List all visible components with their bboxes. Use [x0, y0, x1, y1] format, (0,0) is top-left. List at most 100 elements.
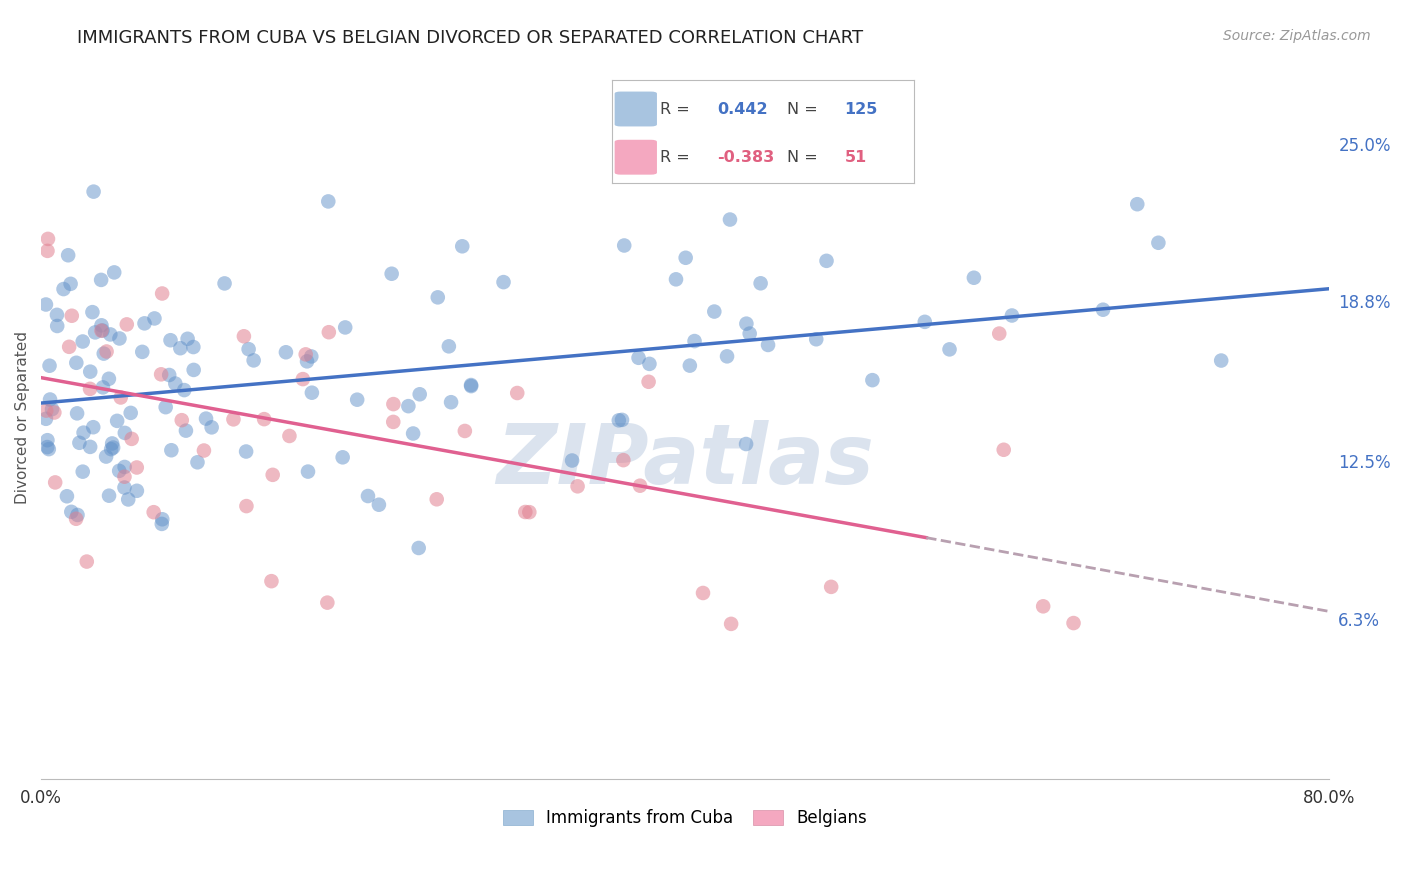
Text: N =: N = [787, 150, 823, 165]
Point [627, 351, 650, 365]
Point [294, 347, 316, 361]
Point [253, 412, 276, 426]
Point [506, 386, 529, 401]
Point [170, 413, 193, 427]
Point [169, 341, 191, 355]
Point [988, 326, 1011, 341]
Point [131, 344, 153, 359]
Point [1126, 197, 1149, 211]
Point [39, 392, 62, 407]
Point [332, 450, 354, 465]
Point [561, 453, 583, 467]
Point [613, 238, 636, 252]
Point [160, 443, 183, 458]
Point [155, 400, 177, 414]
Legend: Immigrants from Cuba, Belgians: Immigrants from Cuba, Belgians [495, 801, 876, 836]
Point [37, 244, 59, 258]
Point [735, 437, 758, 451]
Point [963, 270, 986, 285]
Y-axis label: Divorced or Separated: Divorced or Separated [15, 331, 30, 503]
Point [297, 465, 319, 479]
Point [637, 375, 659, 389]
Point [318, 325, 340, 339]
Point [35, 403, 58, 417]
Point [94, 450, 117, 464]
Point [37, 433, 59, 447]
Point [454, 424, 477, 438]
Point [567, 479, 589, 493]
Point [90, 324, 112, 338]
Point [65, 512, 87, 526]
Point [638, 357, 661, 371]
Point [610, 413, 633, 427]
Point [143, 311, 166, 326]
Point [860, 373, 883, 387]
Point [72, 465, 94, 479]
Text: R =: R = [659, 150, 695, 165]
Point [35, 297, 58, 311]
Point [440, 395, 463, 409]
Point [183, 363, 205, 377]
Point [174, 424, 197, 438]
Point [607, 413, 630, 427]
Point [316, 596, 339, 610]
Point [679, 359, 702, 373]
Point [83, 185, 105, 199]
Point [718, 212, 741, 227]
Point [66, 508, 89, 522]
Point [193, 443, 215, 458]
Point [1211, 353, 1233, 368]
Point [402, 426, 425, 441]
Point [110, 391, 132, 405]
Point [195, 411, 218, 425]
Point [335, 320, 357, 334]
Point [426, 290, 449, 304]
Point [914, 315, 936, 329]
Point [299, 350, 322, 364]
Point [382, 397, 405, 411]
Point [451, 239, 474, 253]
Point [460, 379, 482, 393]
Point [72, 334, 94, 349]
Point [186, 455, 208, 469]
Point [735, 317, 758, 331]
Point [806, 332, 828, 346]
Point [90, 273, 112, 287]
Point [125, 483, 148, 498]
Point [150, 286, 173, 301]
Point [90, 318, 112, 333]
Point [114, 459, 136, 474]
Point [108, 331, 131, 345]
Point [44, 475, 66, 490]
Point [665, 272, 688, 286]
Point [274, 345, 297, 359]
Point [357, 489, 380, 503]
Point [692, 586, 714, 600]
FancyBboxPatch shape [614, 140, 657, 175]
Point [76, 555, 98, 569]
Text: -0.383: -0.383 [717, 150, 775, 165]
Point [96, 344, 118, 359]
Point [201, 420, 224, 434]
Point [150, 516, 173, 531]
Point [101, 436, 124, 450]
Point [675, 251, 697, 265]
Point [101, 441, 124, 455]
Point [46, 318, 69, 333]
Point [703, 304, 725, 318]
Point [59, 277, 82, 291]
Point [91, 324, 114, 338]
Text: 0.442: 0.442 [717, 102, 768, 117]
Point [291, 372, 314, 386]
Point [1147, 235, 1170, 250]
Point [346, 392, 368, 407]
Point [716, 349, 738, 363]
Point [93, 346, 115, 360]
Point [115, 318, 138, 332]
Point [142, 505, 165, 519]
Point [37, 232, 59, 246]
Point [381, 267, 404, 281]
Point [98, 489, 121, 503]
Point [134, 317, 156, 331]
Point [100, 442, 122, 457]
